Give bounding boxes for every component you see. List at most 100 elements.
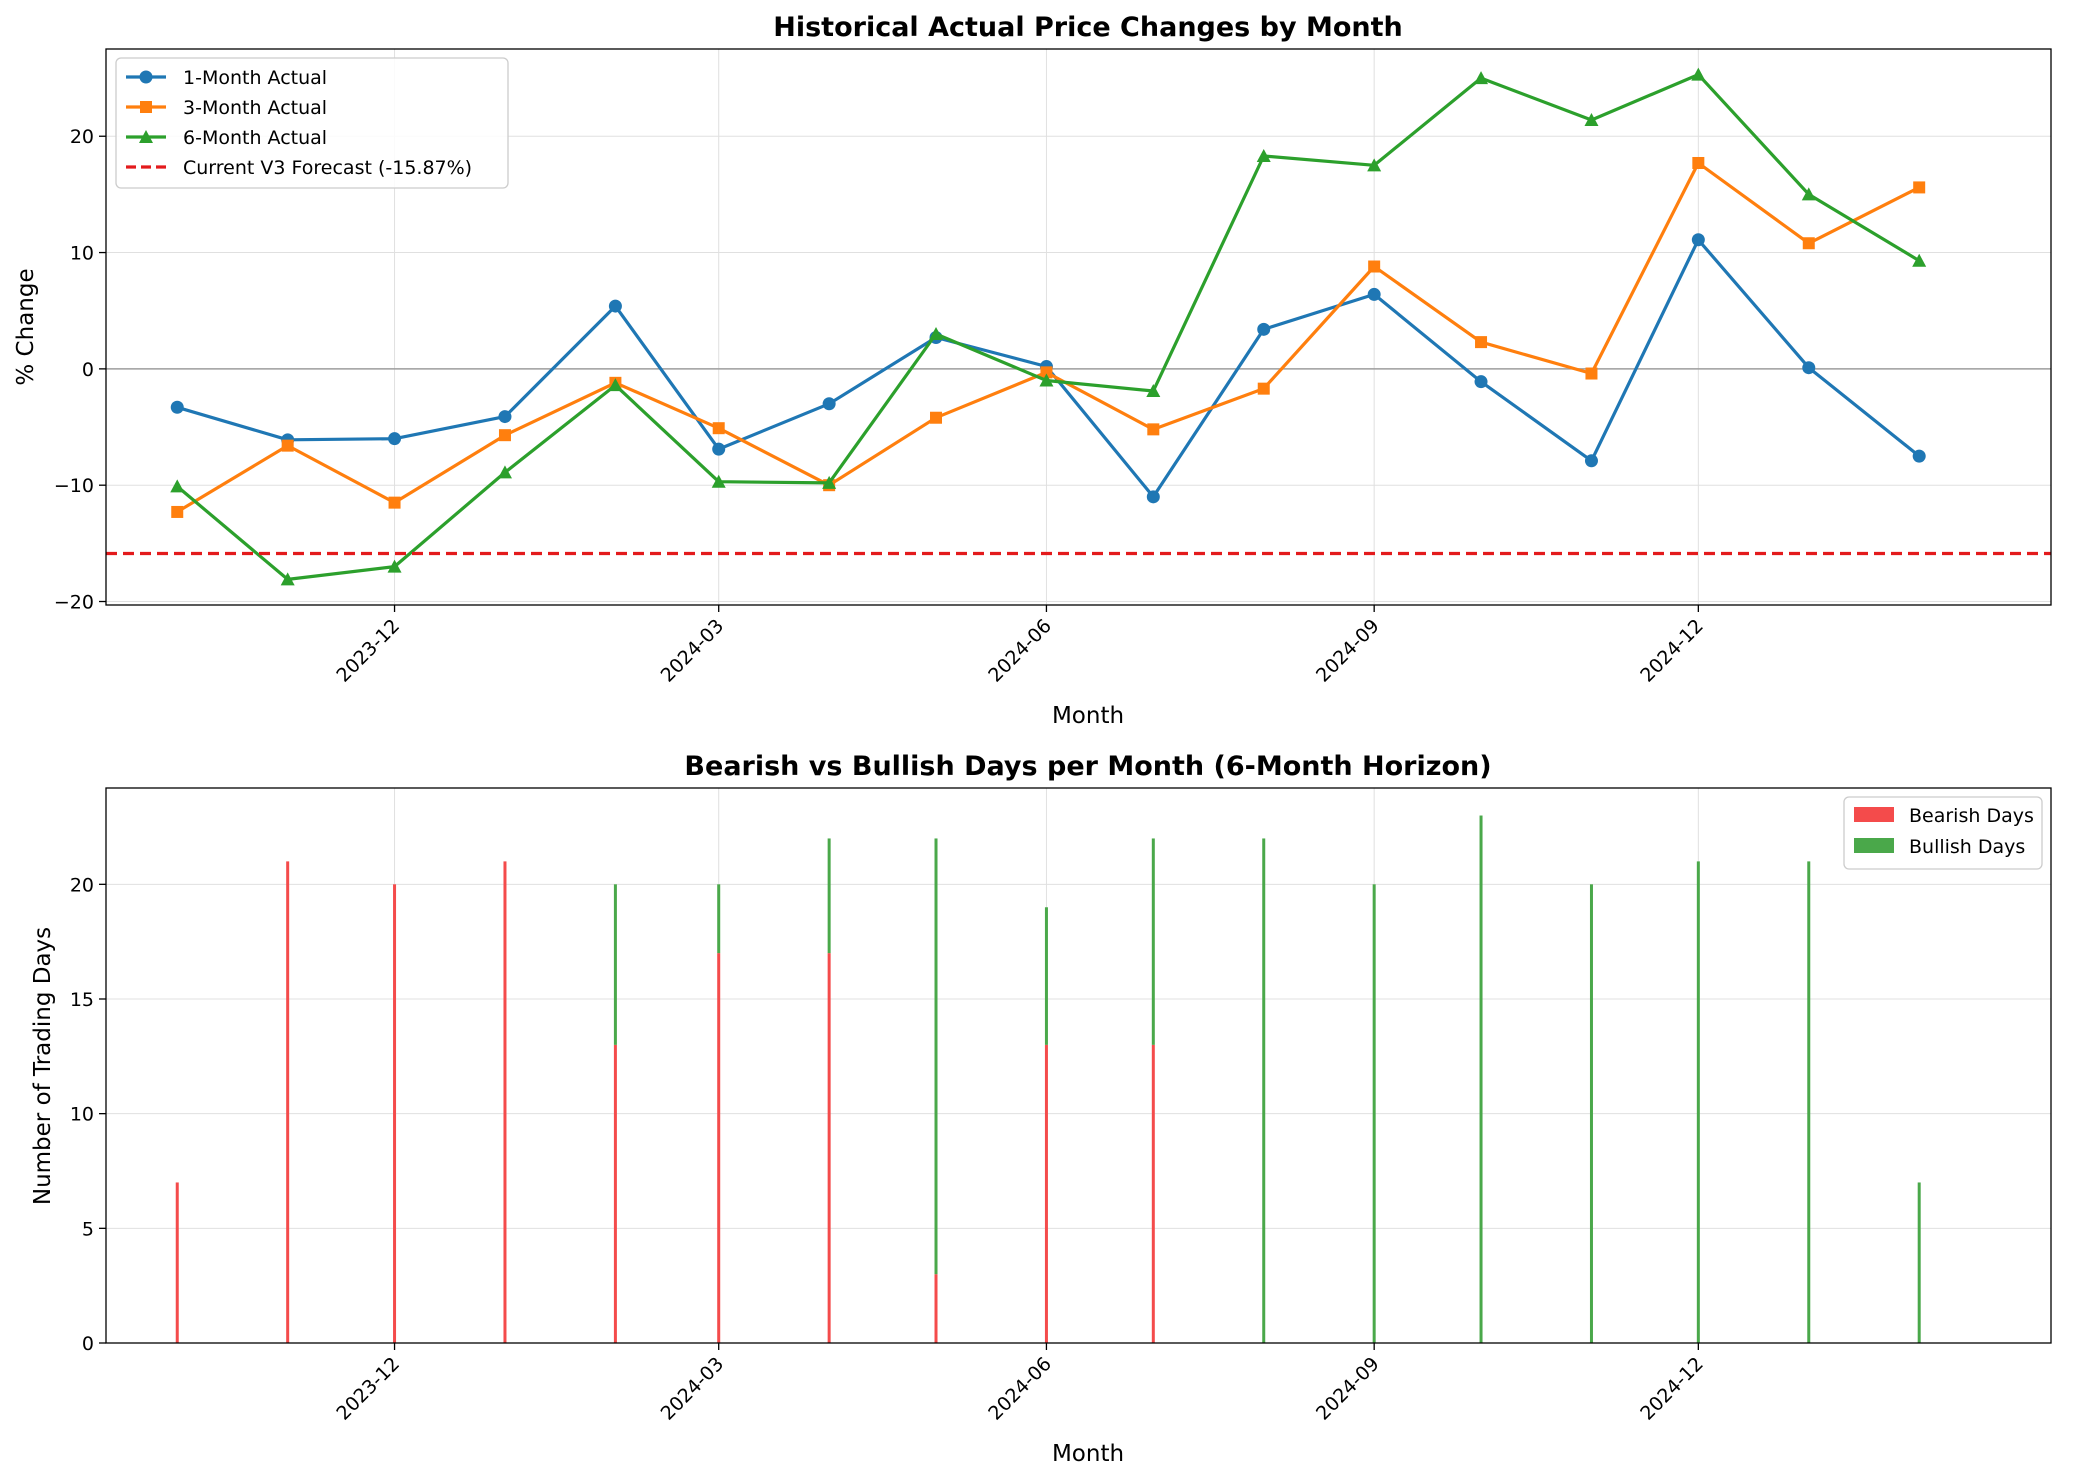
data-point-3-month xyxy=(388,496,401,509)
data-point-1-month xyxy=(1912,449,1926,463)
legend-marker-3-month xyxy=(140,101,152,113)
bullish-bar xyxy=(1479,815,1483,1343)
bullish-bar xyxy=(1589,884,1593,1343)
bullish-bar xyxy=(827,838,831,954)
bullish-bar xyxy=(1372,884,1376,1343)
bot-y-tick-label: 5 xyxy=(82,1218,94,1240)
bullish-bar xyxy=(717,884,721,954)
bearish-bar xyxy=(613,1044,617,1343)
legend-label-6-month: 6-Month Actual xyxy=(183,127,327,149)
bearish-bar xyxy=(827,953,831,1343)
data-point-3-month xyxy=(498,429,511,442)
bearish-bar xyxy=(175,1182,179,1343)
data-point-6-month xyxy=(608,378,623,392)
data-point-3-month xyxy=(1692,156,1705,169)
top-y-tick-label: 0 xyxy=(82,359,94,381)
price-change-plot-frame xyxy=(105,48,2052,606)
data-point-6-month xyxy=(1474,71,1489,85)
bullish-bar xyxy=(1917,1182,1921,1343)
data-point-6-month xyxy=(822,475,837,489)
bot-y-tick-label: 0 xyxy=(82,1333,94,1355)
data-point-6-month xyxy=(1146,383,1161,397)
data-point-6-month xyxy=(929,326,944,340)
legend-entry-bearish: Bearish Days xyxy=(1854,805,2034,827)
bearish-bar xyxy=(393,884,397,1343)
price-change-y-label: % Change xyxy=(13,268,39,385)
price-change-legend: 1-Month Actual 3-Month Actual 6-Month Ac… xyxy=(115,57,509,189)
trading-days-y-label: Number of Trading Days xyxy=(30,927,56,1205)
bullish-bar xyxy=(1044,907,1048,1045)
legend-label-bearish: Bearish Days xyxy=(1909,805,2034,827)
data-point-1-month xyxy=(498,410,512,424)
price-change-legend-box xyxy=(115,57,509,189)
top-y-tick-label: −10 xyxy=(54,475,94,497)
bearish-bar xyxy=(717,953,721,1343)
data-point-6-month xyxy=(280,572,295,586)
trading-days-x-label: Month xyxy=(1052,1441,1124,1467)
data-point-1-month xyxy=(1367,287,1381,301)
data-point-3-month xyxy=(1147,423,1160,436)
bullish-bar xyxy=(1262,838,1266,1343)
data-point-6-month xyxy=(1256,149,1271,163)
data-point-1-month xyxy=(1257,322,1271,336)
data-point-6-month xyxy=(497,465,512,479)
bearish-bar xyxy=(934,1274,938,1343)
trading-days-plot-frame xyxy=(105,787,2052,1344)
data-point-1-month xyxy=(1474,375,1488,389)
legend-swatch-bearish xyxy=(1854,807,1894,822)
data-point-3-month xyxy=(1475,336,1488,349)
data-point-1-month xyxy=(170,400,184,414)
trading-days-title: Bearish vs Bullish Days per Month (6-Mon… xyxy=(684,751,1491,782)
data-point-3-month xyxy=(281,439,294,452)
data-point-3-month xyxy=(1913,181,1926,194)
bearish-bar xyxy=(286,861,290,1343)
data-point-1-month xyxy=(1691,233,1705,247)
legend-label-3-month: 3-Month Actual xyxy=(183,97,327,119)
bot-y-tick-label: 15 xyxy=(70,989,94,1011)
data-point-1-month xyxy=(1584,454,1598,468)
data-point-6-month xyxy=(170,479,185,493)
trading-days-legend: Bearish Days Bullish Days xyxy=(1843,796,2043,870)
bearish-bar xyxy=(1151,1044,1155,1343)
legend-marker-1-month xyxy=(139,70,153,84)
price-change-series xyxy=(170,67,1927,586)
data-point-1-month xyxy=(1146,490,1160,504)
data-point-1-month xyxy=(388,432,402,446)
data-point-1-month xyxy=(822,397,836,411)
legend-swatch-bullish xyxy=(1854,838,1894,853)
data-point-6-month xyxy=(1801,187,1816,201)
data-point-6-month xyxy=(1691,67,1706,81)
legend-entry-6-month: 6-Month Actual xyxy=(126,127,327,149)
data-point-6-month xyxy=(1039,373,1054,387)
legend-label-bullish: Bullish Days xyxy=(1909,836,2025,858)
bullish-bar xyxy=(1151,838,1155,1045)
legend-label-forecast: Current V3 Forecast (-15.87%) xyxy=(183,157,472,179)
top-y-tick-label: −20 xyxy=(54,592,94,614)
trading-days-bars xyxy=(175,815,1921,1343)
data-point-1-month xyxy=(712,442,726,456)
data-point-3-month xyxy=(1257,382,1270,395)
data-point-3-month xyxy=(171,505,184,518)
legend-entry-1-month: 1-Month Actual xyxy=(126,67,327,89)
price-change-x-label: Month xyxy=(1052,703,1124,729)
data-point-1-month xyxy=(608,299,622,313)
data-point-1-month xyxy=(1802,361,1816,375)
data-point-3-month xyxy=(1585,367,1598,380)
trading-days-y-ticks: 0 5 10 15 20 xyxy=(70,874,106,1355)
legend-entry-bullish: Bullish Days xyxy=(1854,836,2025,858)
bullish-bar xyxy=(613,884,617,1045)
legend-entry-forecast: Current V3 Forecast (-15.87%) xyxy=(126,157,472,179)
data-point-3-month xyxy=(1040,366,1053,379)
data-point-3-month xyxy=(1802,237,1815,250)
price-change-y-ticks: −20 −10 0 10 20 xyxy=(54,126,106,614)
data-point-6-month xyxy=(387,559,402,573)
bullish-bar xyxy=(1807,861,1811,1343)
bullish-bar xyxy=(1696,861,1700,1343)
data-point-6-month xyxy=(1584,112,1599,126)
data-point-6-month xyxy=(711,474,726,488)
legend-entry-3-month: 3-Month Actual xyxy=(126,97,327,119)
legend-marker-6-month xyxy=(139,130,153,143)
top-y-tick-label: 10 xyxy=(70,243,94,265)
